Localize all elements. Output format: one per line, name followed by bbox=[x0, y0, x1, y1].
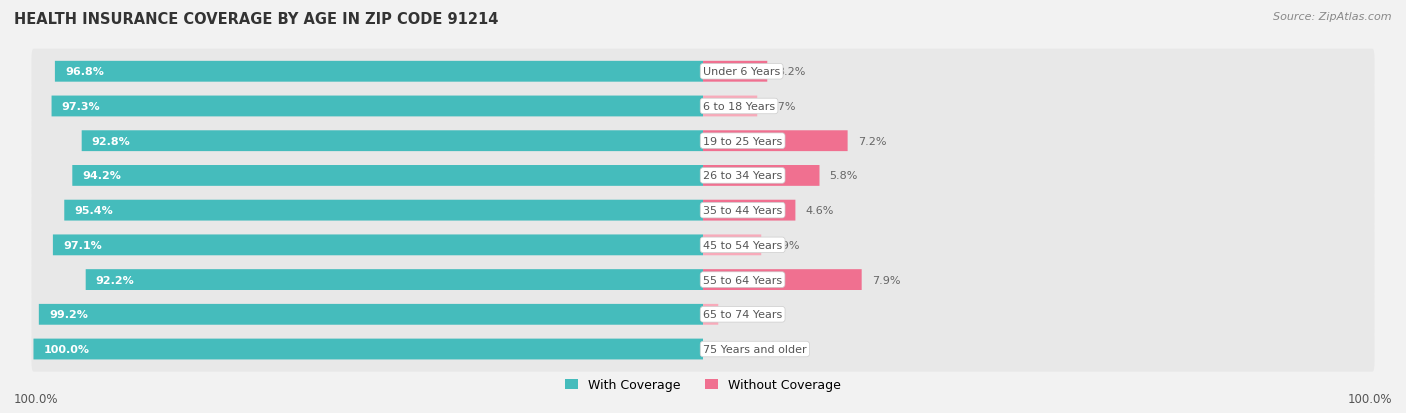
FancyBboxPatch shape bbox=[703, 131, 848, 152]
Text: Source: ZipAtlas.com: Source: ZipAtlas.com bbox=[1274, 12, 1392, 22]
FancyBboxPatch shape bbox=[703, 96, 758, 117]
Text: 4.6%: 4.6% bbox=[806, 206, 834, 216]
FancyBboxPatch shape bbox=[31, 327, 1375, 372]
Text: 75 Years and older: 75 Years and older bbox=[703, 344, 807, 354]
Text: 65 to 74 Years: 65 to 74 Years bbox=[703, 310, 782, 320]
FancyBboxPatch shape bbox=[31, 292, 1375, 337]
Text: 92.2%: 92.2% bbox=[96, 275, 135, 285]
FancyBboxPatch shape bbox=[65, 200, 703, 221]
Text: 97.3%: 97.3% bbox=[62, 102, 100, 112]
Text: 100.0%: 100.0% bbox=[44, 344, 90, 354]
FancyBboxPatch shape bbox=[703, 235, 761, 256]
Text: 6 to 18 Years: 6 to 18 Years bbox=[703, 102, 775, 112]
Legend: With Coverage, Without Coverage: With Coverage, Without Coverage bbox=[565, 378, 841, 391]
FancyBboxPatch shape bbox=[31, 119, 1375, 164]
FancyBboxPatch shape bbox=[34, 339, 703, 360]
Text: 2.9%: 2.9% bbox=[772, 240, 800, 250]
Text: 96.8%: 96.8% bbox=[65, 67, 104, 77]
Text: 100.0%: 100.0% bbox=[1347, 392, 1392, 405]
FancyBboxPatch shape bbox=[39, 304, 703, 325]
FancyBboxPatch shape bbox=[72, 166, 703, 186]
Text: 55 to 64 Years: 55 to 64 Years bbox=[703, 275, 782, 285]
FancyBboxPatch shape bbox=[703, 304, 718, 325]
Text: 19 to 25 Years: 19 to 25 Years bbox=[703, 136, 782, 146]
Text: 100.0%: 100.0% bbox=[14, 392, 59, 405]
FancyBboxPatch shape bbox=[31, 188, 1375, 233]
Text: HEALTH INSURANCE COVERAGE BY AGE IN ZIP CODE 91214: HEALTH INSURANCE COVERAGE BY AGE IN ZIP … bbox=[14, 12, 499, 27]
FancyBboxPatch shape bbox=[52, 96, 703, 117]
Text: 0.0%: 0.0% bbox=[713, 344, 741, 354]
Text: 5.8%: 5.8% bbox=[830, 171, 858, 181]
Text: 35 to 44 Years: 35 to 44 Years bbox=[703, 206, 782, 216]
FancyBboxPatch shape bbox=[53, 235, 703, 256]
FancyBboxPatch shape bbox=[55, 62, 703, 83]
FancyBboxPatch shape bbox=[703, 270, 862, 290]
FancyBboxPatch shape bbox=[82, 131, 703, 152]
Text: 7.2%: 7.2% bbox=[858, 136, 886, 146]
FancyBboxPatch shape bbox=[703, 62, 768, 83]
FancyBboxPatch shape bbox=[703, 166, 820, 186]
Text: 92.8%: 92.8% bbox=[91, 136, 131, 146]
FancyBboxPatch shape bbox=[31, 154, 1375, 199]
Text: 3.2%: 3.2% bbox=[778, 67, 806, 77]
Text: 45 to 54 Years: 45 to 54 Years bbox=[703, 240, 782, 250]
Text: 0.76%: 0.76% bbox=[728, 310, 763, 320]
Text: 94.2%: 94.2% bbox=[83, 171, 121, 181]
FancyBboxPatch shape bbox=[86, 270, 703, 290]
Text: 95.4%: 95.4% bbox=[75, 206, 112, 216]
FancyBboxPatch shape bbox=[31, 84, 1375, 129]
Text: 97.1%: 97.1% bbox=[63, 240, 101, 250]
FancyBboxPatch shape bbox=[703, 200, 796, 221]
Text: 7.9%: 7.9% bbox=[872, 275, 900, 285]
Text: 2.7%: 2.7% bbox=[768, 102, 796, 112]
Text: 99.2%: 99.2% bbox=[49, 310, 87, 320]
FancyBboxPatch shape bbox=[31, 50, 1375, 95]
FancyBboxPatch shape bbox=[31, 223, 1375, 268]
Text: Under 6 Years: Under 6 Years bbox=[703, 67, 780, 77]
FancyBboxPatch shape bbox=[31, 257, 1375, 302]
Text: 26 to 34 Years: 26 to 34 Years bbox=[703, 171, 782, 181]
